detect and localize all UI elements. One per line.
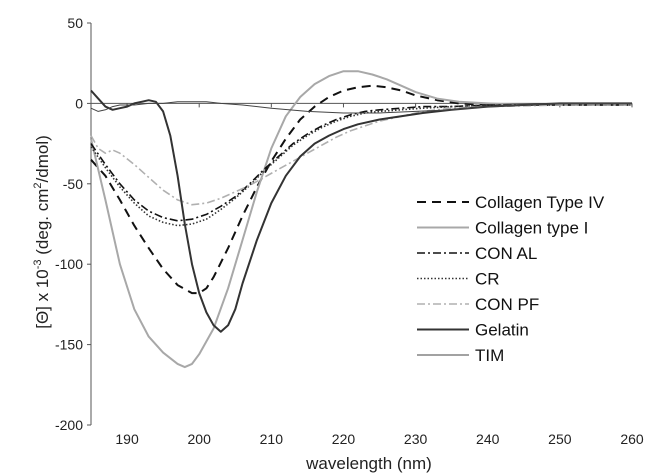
x-tick-label: 240 — [476, 431, 500, 447]
x-tick-label: 190 — [115, 431, 139, 447]
series-line-con-al — [90, 104, 632, 222]
legend-label: Collagen type I — [475, 219, 588, 238]
series-line-cr — [90, 104, 632, 227]
series-line-gelatin — [90, 89, 632, 333]
y-tick-label: -50 — [63, 176, 83, 192]
legend-label: TIM — [475, 346, 504, 365]
x-tick-label: 260 — [620, 431, 644, 447]
y-axis-title-middle: (deg. cm — [33, 189, 52, 260]
legend-label: CR — [475, 270, 500, 289]
y-axis-title-exponent-1: -3 — [32, 259, 44, 269]
series-layer — [90, 70, 632, 369]
y-axis-title: [Θ] x 10-3 (deg. cm2/dmol) — [32, 135, 52, 329]
legend-label: CON AL — [475, 244, 537, 263]
series-line-collagen-type-iv — [90, 84, 632, 295]
x-axis-title: wavelength (nm) — [305, 454, 432, 473]
legend-label: Gelatin — [475, 321, 529, 340]
x-tick-label: 230 — [404, 431, 428, 447]
legend: Collagen Type IV Collagen type I CON AL CR C… — [417, 193, 605, 365]
y-tick-label: 0 — [75, 95, 83, 111]
y-tick-label: -100 — [55, 256, 83, 272]
axes: 50 0 -50 -100 -150 -200 190 200 210 220 230 240 250 2… — [55, 15, 644, 447]
x-tick-label: 220 — [332, 431, 356, 447]
x-tick-label: 250 — [548, 431, 572, 447]
x-tick-label: 200 — [188, 431, 212, 447]
series-line-tim — [90, 101, 632, 114]
y-tick-label: 50 — [67, 15, 83, 31]
y-axis-title-exponent-2: 2 — [32, 182, 44, 188]
y-tick-label: -150 — [55, 337, 83, 353]
series-line-collagen-type-i — [90, 70, 632, 369]
legend-label: Collagen Type IV — [475, 193, 605, 212]
y-axis-title-suffix: /dmol) — [33, 135, 52, 182]
y-axis-title-prefix: [Θ] x 10 — [33, 269, 52, 329]
x-tick-label: 210 — [260, 431, 284, 447]
legend-label: CON PF — [475, 295, 539, 314]
series-line-con-pf — [90, 104, 632, 206]
y-tick-label: -200 — [55, 417, 83, 433]
